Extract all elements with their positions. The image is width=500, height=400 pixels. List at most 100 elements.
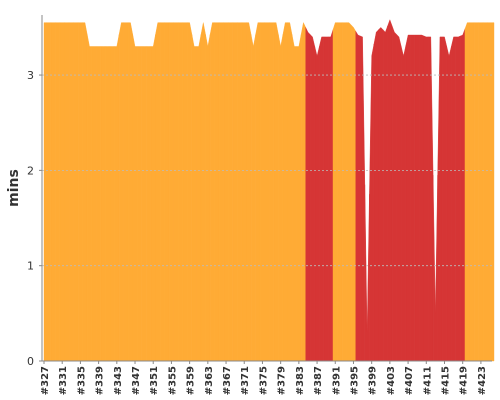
area-segment — [228, 22, 234, 362]
area-segment — [141, 46, 147, 362]
area-segment — [314, 46, 320, 362]
area-segment — [146, 46, 152, 362]
x-tick-label: #407 — [404, 366, 415, 395]
area-segment — [59, 22, 65, 362]
area-segment — [82, 22, 88, 362]
area-segment — [237, 22, 243, 362]
area-segment — [264, 22, 270, 362]
x-tick-label: #335 — [76, 366, 87, 395]
area-segment — [341, 22, 347, 362]
area-segment — [432, 175, 438, 362]
area-segment — [46, 22, 52, 362]
area-segment — [155, 22, 161, 362]
area-segment — [478, 22, 484, 362]
area-segment — [364, 184, 370, 362]
x-tick-label: #383 — [295, 366, 306, 395]
area-segment — [64, 22, 70, 362]
x-tick-label: #375 — [258, 366, 269, 395]
area-segment — [473, 22, 479, 362]
area-segment — [273, 22, 279, 362]
x-tick-label: #399 — [368, 366, 379, 395]
area-segment — [414, 34, 420, 362]
x-tick-label: #387 — [313, 366, 324, 395]
x-tick-label: #423 — [477, 366, 488, 395]
area-segment — [259, 22, 265, 362]
area-segment — [278, 34, 284, 362]
area-segment — [182, 22, 188, 362]
area-segment — [100, 46, 106, 362]
x-tick-label: #403 — [386, 366, 397, 395]
area-segment — [105, 46, 111, 362]
area-segment — [460, 28, 466, 362]
area-segment — [209, 22, 215, 362]
area-segment — [396, 34, 402, 362]
area-segment — [451, 36, 457, 362]
area-segment — [68, 22, 74, 362]
area-segment — [469, 22, 475, 362]
x-tick-label: #347 — [131, 366, 142, 395]
area-segment — [355, 30, 361, 362]
area-segment — [205, 34, 211, 362]
x-tick-label: #359 — [186, 366, 197, 395]
area-segment — [482, 22, 488, 362]
area-segment — [255, 22, 261, 362]
y-tick-label: 0 — [27, 355, 34, 368]
area-segment — [55, 22, 61, 362]
area-segment — [323, 36, 329, 362]
area-segment — [291, 34, 297, 362]
area-segment — [300, 21, 306, 362]
area-segment — [223, 22, 229, 362]
area-segment — [282, 22, 288, 362]
area-segment — [487, 22, 495, 362]
area-segment — [96, 46, 102, 362]
area-segment — [214, 22, 220, 362]
area-segment — [437, 36, 443, 362]
area-segment — [464, 22, 470, 362]
area-segment — [373, 29, 379, 362]
area-segment — [73, 22, 79, 362]
area-segment — [219, 22, 224, 362]
area-segment — [269, 22, 275, 362]
area-segment — [328, 29, 334, 362]
area-segment — [287, 22, 293, 362]
area-segment — [43, 22, 47, 362]
area-segment — [50, 22, 56, 362]
area-segment — [159, 22, 165, 362]
y-tick-label: 2 — [27, 164, 34, 177]
x-tick-label: #339 — [95, 366, 106, 395]
x-tick-label: #411 — [422, 366, 433, 395]
area-segment — [442, 36, 447, 362]
x-tick-label: #395 — [349, 366, 360, 395]
area-segment — [123, 22, 129, 362]
area-segment — [114, 34, 120, 362]
area-segment — [337, 22, 343, 362]
area-segment — [87, 34, 92, 362]
area-segment — [196, 34, 202, 362]
y-tick-label: 1 — [27, 260, 34, 273]
area-segment — [173, 22, 179, 362]
x-tick-label: #363 — [204, 366, 215, 395]
area-segment — [246, 22, 252, 362]
y-axis-label: mins — [6, 169, 22, 207]
area-segment — [118, 22, 124, 362]
x-tick-label: #327 — [40, 366, 51, 395]
area-segment — [319, 36, 325, 362]
x-tick-label: #351 — [149, 366, 160, 395]
area-segment — [387, 19, 393, 362]
x-tick-label: #379 — [277, 366, 288, 395]
area-segment — [378, 27, 384, 362]
area-segment — [401, 45, 407, 362]
area-segment — [296, 34, 302, 362]
area-segment — [191, 34, 197, 362]
area-segment — [109, 46, 115, 362]
area-segment — [178, 22, 184, 362]
area-segment — [77, 22, 83, 362]
area-segment — [391, 25, 397, 362]
area-segment — [455, 35, 461, 362]
area-segment — [250, 34, 256, 362]
area-segment — [382, 25, 388, 362]
area-segment — [187, 22, 193, 362]
area-segment — [127, 22, 133, 362]
x-tick-label: #331 — [58, 366, 69, 395]
area-segment — [405, 34, 411, 362]
